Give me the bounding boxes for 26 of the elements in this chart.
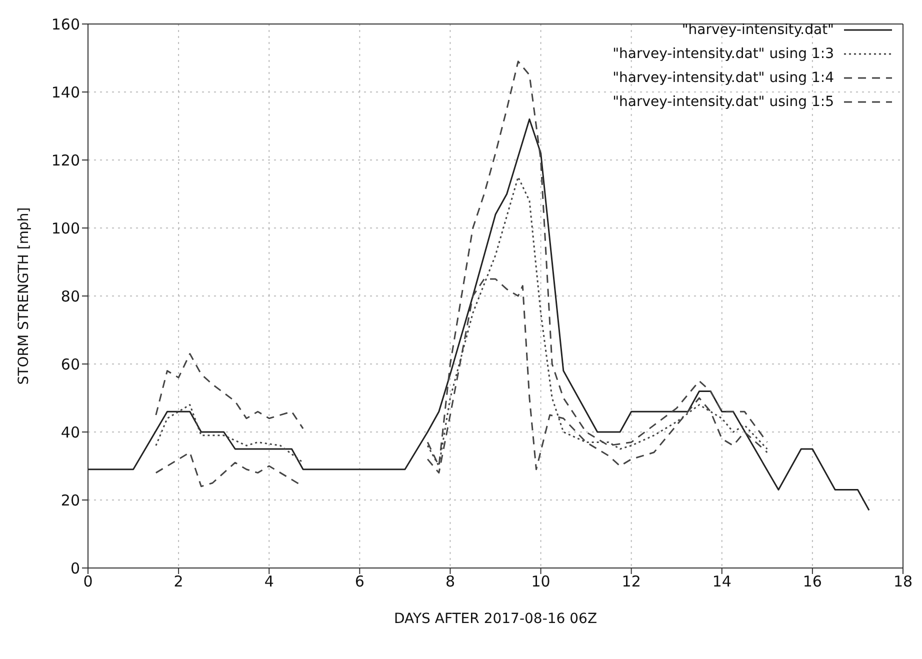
y-tick-label: 40 — [60, 423, 80, 442]
x-tick-label: 14 — [712, 572, 732, 591]
x-tick-label: 4 — [264, 572, 274, 591]
x-tick-label: 6 — [354, 572, 364, 591]
x-tick-label: 16 — [802, 572, 822, 591]
legend-label: "harvey-intensity.dat" using 1:4 — [612, 70, 834, 86]
y-tick-label: 80 — [60, 287, 80, 306]
x-tick-label: 12 — [622, 572, 641, 591]
line-series — [88, 118, 870, 511]
x-tick-label: 2 — [174, 572, 184, 591]
y-tick-label: 100 — [51, 219, 80, 238]
y-tick-label: 0 — [70, 559, 80, 578]
legend-label: "harvey-intensity.dat" — [682, 22, 834, 38]
y-tick-label: 160 — [51, 15, 80, 34]
legend-label: "harvey-intensity.dat" using 1:3 — [612, 46, 834, 62]
y-tick-label: 140 — [51, 83, 80, 102]
legend-label: "harvey-intensity.dat" using 1:5 — [612, 94, 834, 110]
x-tick-label: 8 — [445, 572, 455, 591]
x-axis-title: DAYS AFTER 2017-08-16 06Z — [394, 611, 598, 627]
x-tick-label: 18 — [893, 572, 913, 591]
y-tick-label: 120 — [51, 151, 80, 170]
y-axis-title: STORM STRENGTH [mph] — [16, 207, 32, 385]
x-tick-label: 0 — [83, 572, 93, 591]
y-tick-label: 60 — [60, 355, 80, 374]
x-tick-label: 10 — [531, 572, 550, 591]
y-tick-label: 20 — [60, 491, 80, 510]
